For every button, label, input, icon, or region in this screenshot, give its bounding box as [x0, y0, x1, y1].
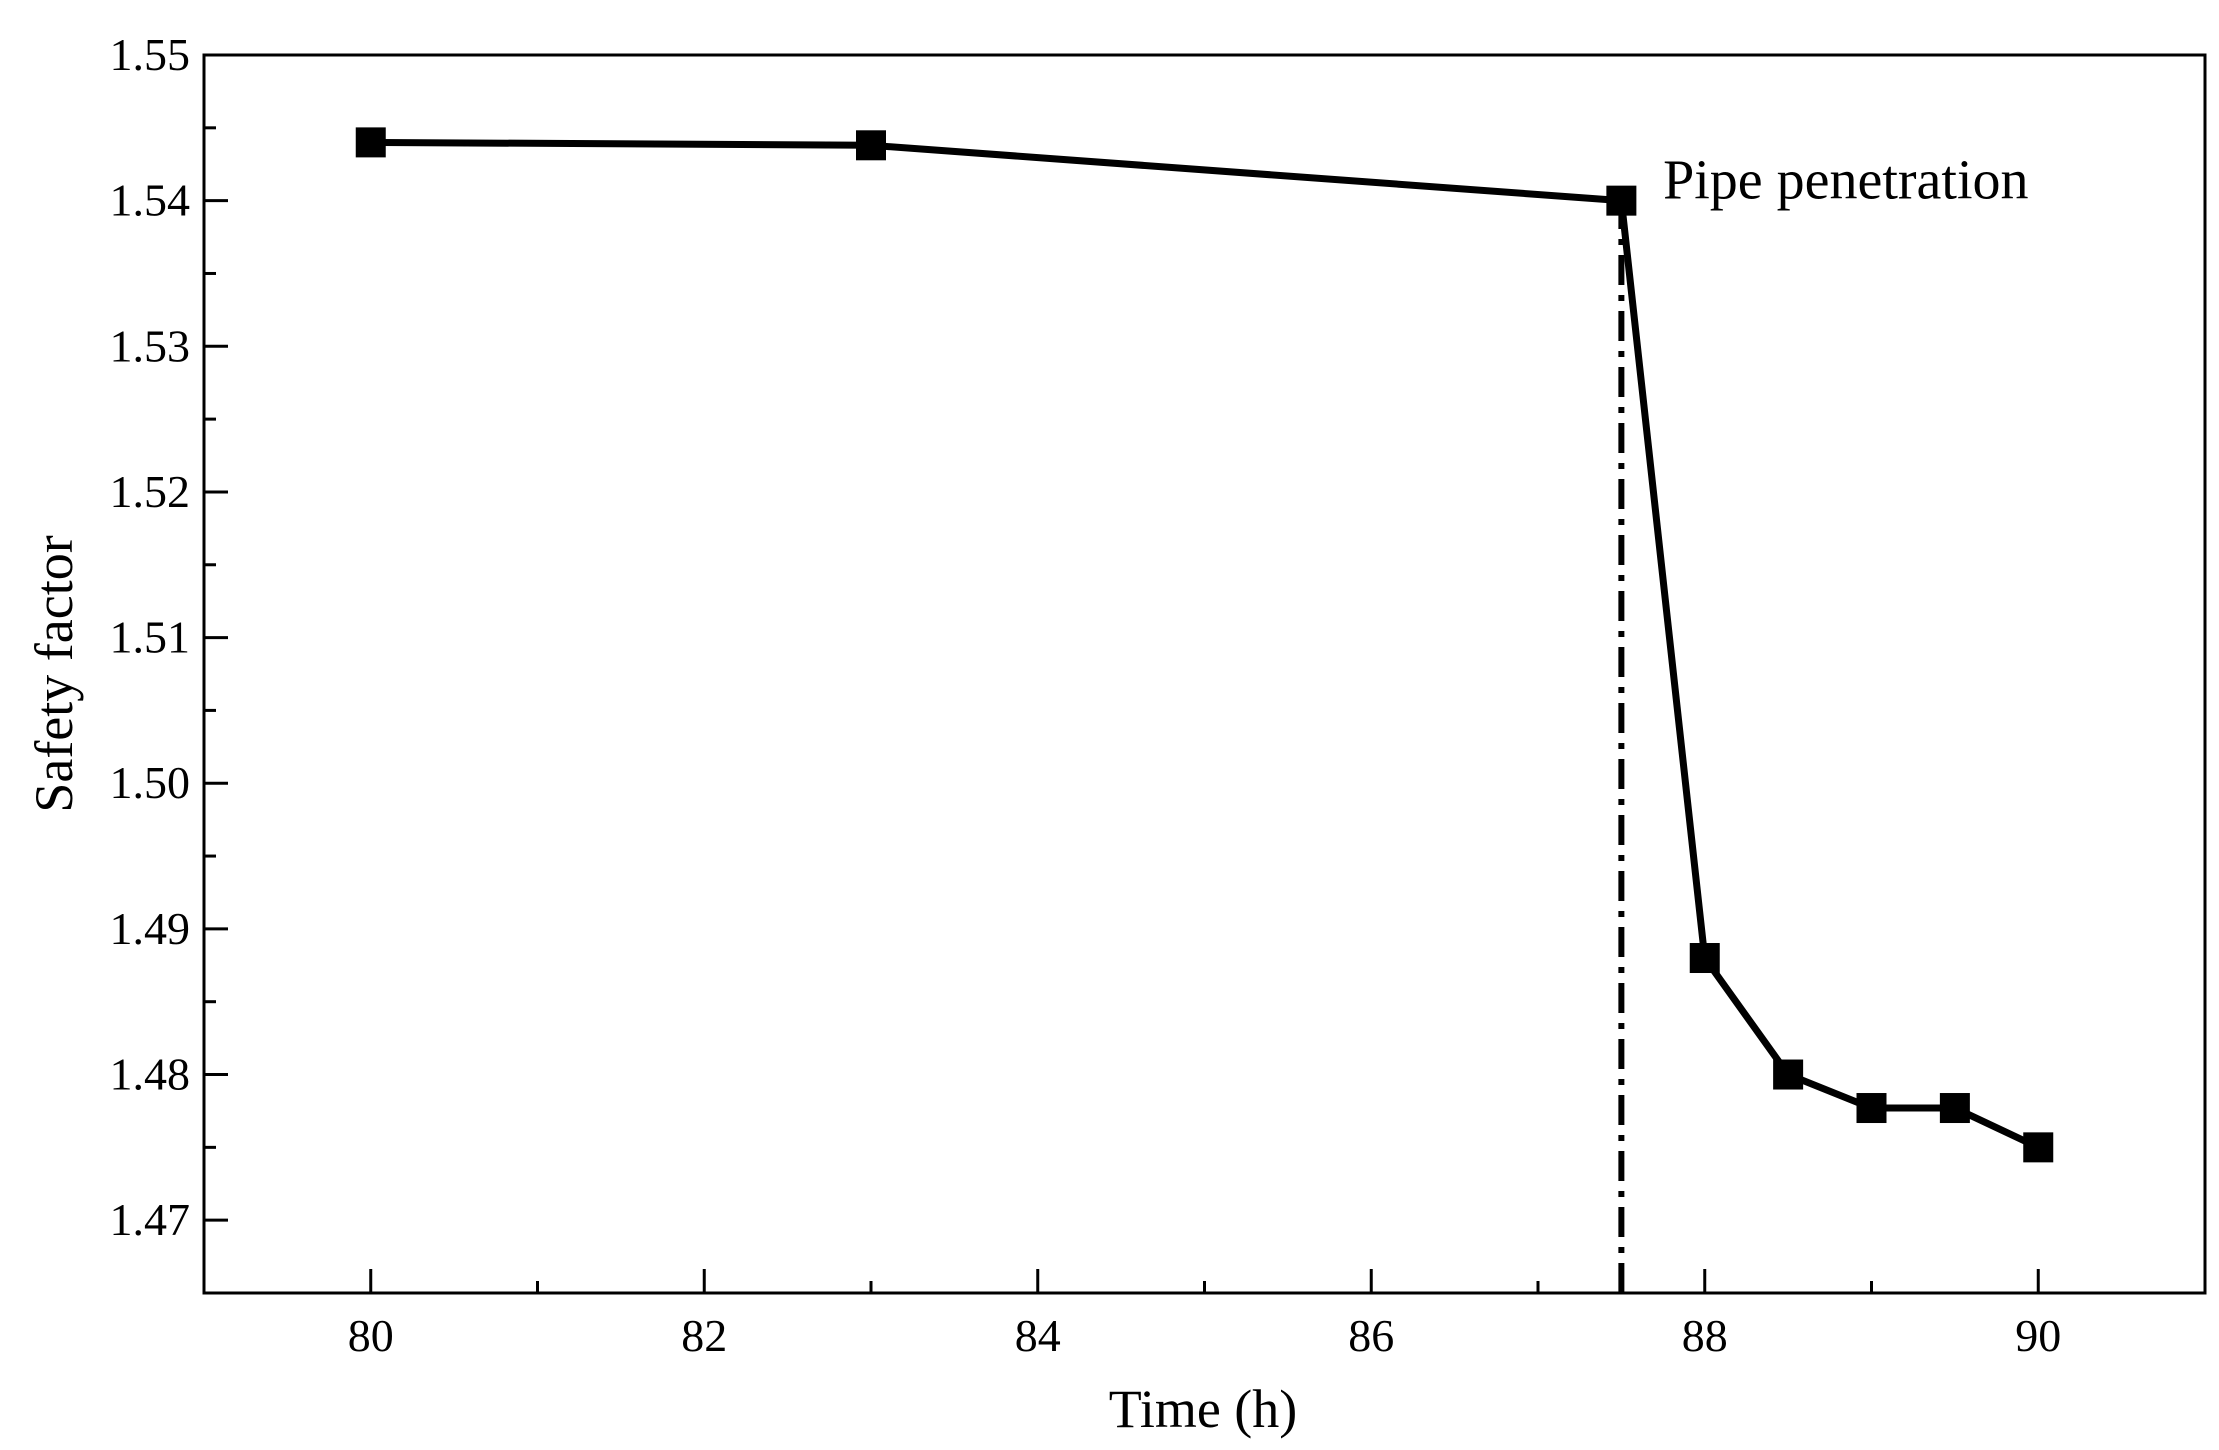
x-tick-label: 82 [681, 1310, 727, 1361]
data-point-marker [1856, 1093, 1887, 1124]
y-tick-label: 1.49 [110, 903, 191, 954]
x-tick-label: 88 [1682, 1310, 1728, 1361]
y-tick-label: 1.50 [110, 757, 191, 808]
y-tick-label: 1.51 [110, 612, 191, 663]
data-point-marker [856, 130, 886, 161]
x-tick-label: 90 [2015, 1310, 2061, 1361]
axis-ticks [204, 53, 2040, 1293]
x-tick-label: 84 [1015, 1310, 1061, 1361]
y-tick-label: 1.48 [110, 1049, 191, 1100]
data-point-marker [1773, 1059, 1804, 1090]
x-axis-title: Time (h) [1109, 1379, 1298, 1439]
y-axis-title: Safety factor [24, 535, 84, 812]
data-point-marker [1689, 943, 1720, 974]
annotation-pipe-penetration: Pipe penetration [1663, 150, 2028, 212]
data-point-marker [355, 127, 386, 158]
x-tick-label: 80 [348, 1310, 394, 1361]
y-tick-label: 1.47 [110, 1194, 191, 1245]
y-tick-label: 1.54 [110, 175, 191, 226]
series-layer [355, 127, 2054, 1163]
data-point-marker [1939, 1093, 1970, 1124]
series-line [370, 138, 2040, 1151]
data-point-marker [1606, 185, 1637, 216]
y-tick-label: 1.52 [110, 466, 191, 517]
data-point-marker [2023, 1132, 2054, 1163]
x-tick-label: 86 [1348, 1310, 1394, 1361]
y-tick-label: 1.55 [110, 29, 191, 80]
tick-labels-layer: 80 82 84 86 88 90 1.47 1.48 1.49 1.50 1.51 1.52 1.53… [110, 29, 2062, 1361]
y-tick-label: 1.53 [110, 320, 191, 371]
